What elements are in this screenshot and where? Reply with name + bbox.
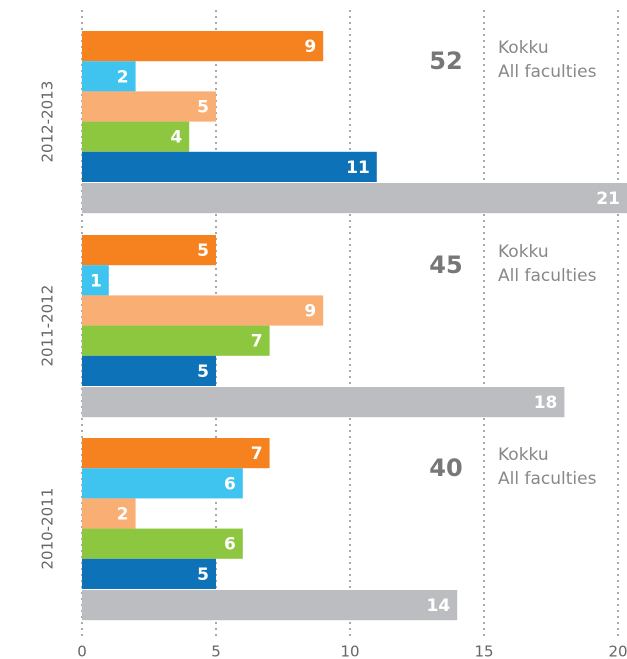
bar-value-label: 2 xyxy=(117,67,129,87)
bar-value-label: 7 xyxy=(251,444,263,464)
bar xyxy=(82,590,458,621)
bar-value-label: 5 xyxy=(197,362,209,382)
x-tick-label: 5 xyxy=(211,643,221,659)
total-value: 45 xyxy=(429,251,462,279)
total-value: 52 xyxy=(429,47,462,75)
bar xyxy=(82,151,377,182)
total-sublabel: All faculties xyxy=(498,266,597,286)
bar xyxy=(82,91,216,122)
total-sublabel: All faculties xyxy=(498,62,597,82)
bar-value-label: 2 xyxy=(117,505,129,525)
bar-value-label: 14 xyxy=(427,596,451,616)
bar-value-label: 7 xyxy=(251,332,263,352)
total-label: Kokku xyxy=(498,445,549,465)
bar xyxy=(82,558,216,589)
bar xyxy=(82,121,190,152)
bar xyxy=(82,498,136,529)
bar xyxy=(82,295,324,326)
total-value: 40 xyxy=(429,454,462,482)
bar-value-label: 6 xyxy=(224,535,236,555)
bar xyxy=(82,31,324,62)
total-label: Kokku xyxy=(498,38,549,58)
bar-value-label: 4 xyxy=(170,128,182,148)
bar xyxy=(82,438,270,469)
bar-value-label: 9 xyxy=(304,37,316,57)
bar xyxy=(82,183,627,214)
bar-value-label: 21 xyxy=(596,189,620,209)
x-tick-label: 20 xyxy=(608,643,627,659)
bar xyxy=(82,387,565,418)
bar xyxy=(82,468,243,499)
bar-value-label: 9 xyxy=(304,302,316,322)
total-sublabel: All faculties xyxy=(498,469,597,489)
x-tick-label: 15 xyxy=(474,643,493,659)
x-tick-label: 10 xyxy=(340,643,359,659)
group-label: 2011-2012 xyxy=(39,285,57,367)
bar-value-label: 11 xyxy=(346,158,370,178)
total-label: Kokku xyxy=(498,242,549,262)
bar-value-label: 5 xyxy=(197,98,209,118)
bar xyxy=(82,235,216,266)
group-label: 2012-2013 xyxy=(39,81,57,163)
bar-value-label: 6 xyxy=(224,474,236,494)
bar xyxy=(82,528,243,559)
x-tick-label: 0 xyxy=(77,643,87,659)
bar xyxy=(82,61,136,92)
bar-value-label: 1 xyxy=(90,271,102,291)
bar xyxy=(82,355,216,386)
bar-value-label: 18 xyxy=(534,393,558,413)
group-label: 2010-2011 xyxy=(39,488,57,570)
bar-value-label: 5 xyxy=(197,241,209,261)
bar-value-label: 5 xyxy=(197,565,209,585)
bar xyxy=(82,325,270,356)
bar xyxy=(82,265,109,296)
